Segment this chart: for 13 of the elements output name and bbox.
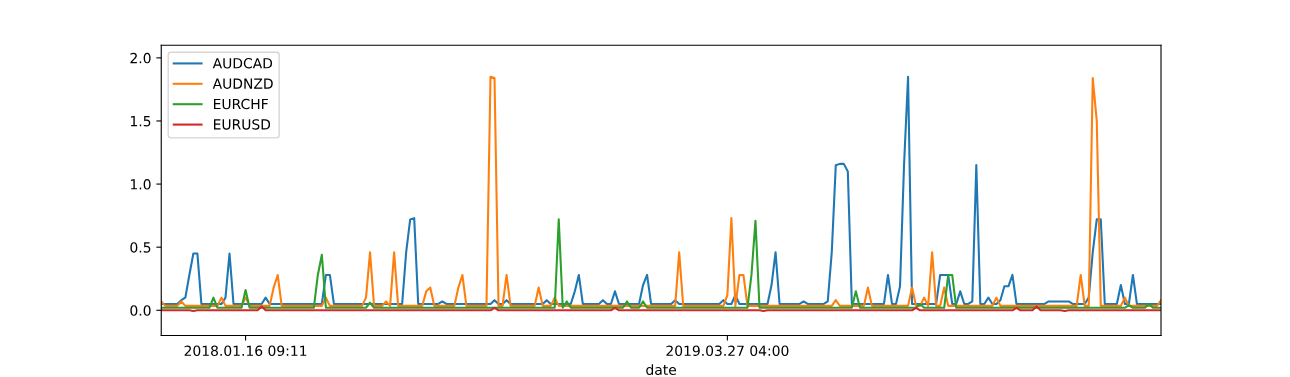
legend-label: EURCHF bbox=[214, 98, 268, 110]
x-tick-label: 2019.03.27 04:00 bbox=[666, 345, 789, 356]
y-tick-label: 1.5 bbox=[130, 116, 151, 127]
legend-label: AUDCAD bbox=[212, 57, 273, 69]
line-series bbox=[161, 218, 1161, 309]
y-tick-label: 0.5 bbox=[130, 242, 151, 253]
y-tick-label: 0.0 bbox=[130, 305, 151, 316]
x-axis-title: date bbox=[646, 364, 677, 375]
legend-label: AUDNZD bbox=[212, 78, 273, 89]
x-tick-label: 2018.01.16 09:11 bbox=[184, 345, 307, 356]
legend-label: EURUSD bbox=[214, 119, 271, 130]
y-tick-label: 2.0 bbox=[130, 52, 151, 64]
y-tick-label: 1.0 bbox=[130, 179, 151, 190]
